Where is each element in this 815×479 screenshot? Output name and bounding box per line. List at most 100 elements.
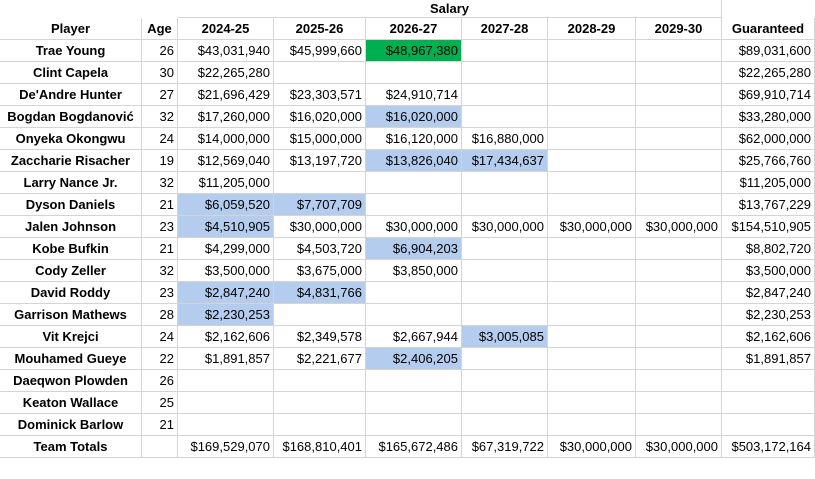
salary-cell: $2,221,677	[274, 348, 366, 370]
player-name: Jalen Johnson	[0, 216, 142, 238]
group-header: Salary	[178, 0, 722, 18]
salary-cell: $17,260,000	[178, 106, 274, 128]
salary-cell: $21,696,429	[178, 84, 274, 106]
age: 21	[142, 194, 178, 216]
salary-cell	[366, 370, 462, 392]
player-name: Onyeka Okongwu	[0, 128, 142, 150]
player-name: Dominick Barlow	[0, 414, 142, 436]
salary-cell: $45,999,660	[274, 40, 366, 62]
salary-cell	[636, 84, 722, 106]
age	[142, 436, 178, 458]
salary-cell: $30,000,000	[548, 436, 636, 458]
salary-cell: $12,569,040	[178, 150, 274, 172]
salary-cell: $14,000,000	[178, 128, 274, 150]
salary-cell: $13,197,720	[274, 150, 366, 172]
salary-cell	[366, 282, 462, 304]
salary-cell: $2,847,240	[178, 282, 274, 304]
column-header: 2025-26	[274, 18, 366, 40]
salary-cell	[636, 392, 722, 414]
player-name: Mouhamed Gueye	[0, 348, 142, 370]
salary-cell: $13,767,229	[722, 194, 815, 216]
salary-cell	[636, 414, 722, 436]
salary-cell	[366, 414, 462, 436]
salary-cell	[462, 238, 548, 260]
salary-cell: $30,000,000	[274, 216, 366, 238]
age: 21	[142, 414, 178, 436]
player-name: Garrison Mathews	[0, 304, 142, 326]
salary-cell	[274, 172, 366, 194]
salary-cell: $30,000,000	[548, 216, 636, 238]
salary-cell: $6,904,203	[366, 238, 462, 260]
player-name: Bogdan Bogdanović	[0, 106, 142, 128]
salary-cell: $2,406,205	[366, 348, 462, 370]
salary-cell: $16,020,000	[366, 106, 462, 128]
age: 21	[142, 238, 178, 260]
salary-cell	[462, 348, 548, 370]
salary-cell	[462, 194, 548, 216]
salary-cell	[548, 370, 636, 392]
age: 19	[142, 150, 178, 172]
salary-cell: $16,880,000	[462, 128, 548, 150]
age: 32	[142, 172, 178, 194]
player-name: Clint Capela	[0, 62, 142, 84]
age: 32	[142, 106, 178, 128]
salary-cell	[722, 414, 815, 436]
salary-cell: $15,000,000	[274, 128, 366, 150]
salary-cell: $4,510,905	[178, 216, 274, 238]
salary-cell	[548, 304, 636, 326]
salary-cell	[636, 194, 722, 216]
salary-cell	[366, 392, 462, 414]
salary-cell: $3,500,000	[178, 260, 274, 282]
player-name: Kobe Bufkin	[0, 238, 142, 260]
player-name: Cody Zeller	[0, 260, 142, 282]
salary-cell	[636, 40, 722, 62]
salary-cell	[462, 84, 548, 106]
salary-cell	[722, 370, 815, 392]
salary-cell	[462, 62, 548, 84]
salary-cell: $16,120,000	[366, 128, 462, 150]
age: 23	[142, 216, 178, 238]
salary-cell	[462, 40, 548, 62]
player-name: Daeqwon Plowden	[0, 370, 142, 392]
salary-cell: $16,020,000	[274, 106, 366, 128]
salary-cell	[548, 260, 636, 282]
salary-cell: $4,831,766	[274, 282, 366, 304]
salary-cell: $30,000,000	[636, 436, 722, 458]
salary-cell: $48,967,380	[366, 40, 462, 62]
salary-cell	[274, 414, 366, 436]
salary-cell: $2,162,606	[178, 326, 274, 348]
salary-cell: $169,529,070	[178, 436, 274, 458]
salary-cell: $2,162,606	[722, 326, 815, 348]
salary-cell	[548, 392, 636, 414]
salary-cell: $154,510,905	[722, 216, 815, 238]
salary-cell: $165,672,486	[366, 436, 462, 458]
salary-cell	[274, 392, 366, 414]
salary-cell	[366, 172, 462, 194]
salary-cell	[636, 172, 722, 194]
age: 32	[142, 260, 178, 282]
salary-cell	[366, 62, 462, 84]
salary-cell: $25,766,760	[722, 150, 815, 172]
salary-cell	[274, 304, 366, 326]
salary-cell	[462, 414, 548, 436]
salary-cell: $6,059,520	[178, 194, 274, 216]
salary-cell: $2,349,578	[274, 326, 366, 348]
column-header: Age	[142, 18, 178, 40]
salary-cell	[462, 304, 548, 326]
column-header: 2027-28	[462, 18, 548, 40]
player-name: Team Totals	[0, 436, 142, 458]
salary-cell: $7,707,709	[274, 194, 366, 216]
player-name: Trae Young	[0, 40, 142, 62]
salary-cell	[548, 40, 636, 62]
salary-cell: $89,031,600	[722, 40, 815, 62]
salary-cell	[178, 392, 274, 414]
salary-cell: $22,265,280	[722, 62, 815, 84]
player-name: Dyson Daniels	[0, 194, 142, 216]
salary-cell: $13,826,040	[366, 150, 462, 172]
salary-cell: $3,675,000	[274, 260, 366, 282]
salary-cell: $11,205,000	[722, 172, 815, 194]
salary-cell: $30,000,000	[462, 216, 548, 238]
salary-cell	[462, 392, 548, 414]
salary-cell	[548, 326, 636, 348]
